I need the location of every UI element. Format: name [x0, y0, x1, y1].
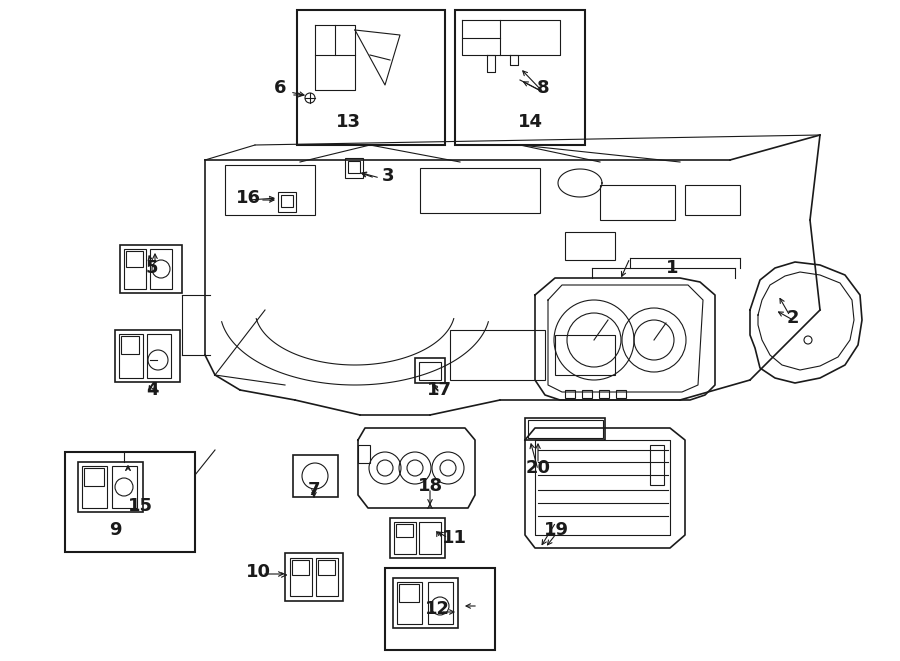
Bar [285, 553, 343, 601]
Bar [78, 462, 143, 512]
Bar [555, 335, 615, 375]
Bar [345, 158, 363, 178]
Bar [297, 10, 445, 145]
Bar [348, 161, 360, 173]
Text: 19: 19 [544, 521, 569, 539]
Text: 6: 6 [274, 79, 286, 97]
Bar [150, 249, 172, 289]
Text: 15: 15 [128, 497, 152, 515]
Bar [119, 334, 143, 378]
Bar [121, 336, 139, 354]
Bar [293, 455, 338, 497]
Bar [281, 195, 293, 207]
Text: 14: 14 [518, 113, 543, 131]
Text: 8: 8 [536, 79, 549, 97]
Bar [115, 330, 180, 382]
Text: 17: 17 [427, 381, 452, 399]
Text: 18: 18 [418, 477, 443, 495]
Bar [599, 390, 609, 398]
Bar [419, 362, 441, 380]
Bar [292, 560, 309, 575]
Bar [318, 560, 335, 575]
Bar [390, 518, 445, 558]
Text: 12: 12 [425, 600, 449, 618]
Bar [65, 452, 195, 552]
Bar [316, 558, 338, 596]
Text: 10: 10 [246, 563, 271, 581]
Bar [112, 466, 137, 508]
Bar [600, 185, 675, 220]
Text: 4: 4 [146, 381, 158, 399]
Bar [616, 390, 626, 398]
Bar [385, 568, 495, 650]
Text: 11: 11 [442, 529, 466, 547]
Bar [399, 584, 419, 602]
Bar [278, 192, 296, 212]
Bar [147, 334, 171, 378]
Bar [455, 10, 585, 145]
Text: 3: 3 [382, 167, 394, 185]
Text: 5: 5 [146, 259, 158, 277]
Bar [685, 185, 740, 215]
Text: 2: 2 [787, 309, 799, 327]
Bar [565, 390, 575, 398]
Bar [126, 251, 143, 267]
Bar [290, 558, 312, 596]
Bar [396, 524, 413, 537]
Bar [650, 445, 664, 485]
Bar [415, 358, 445, 383]
Bar [582, 390, 592, 398]
Text: 9: 9 [109, 521, 122, 539]
Bar [82, 466, 107, 508]
Bar [120, 245, 182, 293]
Bar [419, 522, 441, 554]
Bar [420, 168, 540, 213]
Bar [393, 578, 458, 628]
Text: 16: 16 [236, 189, 260, 207]
Bar [565, 232, 615, 260]
Text: 13: 13 [336, 113, 361, 131]
Bar [397, 582, 422, 624]
Bar [428, 582, 453, 624]
Bar [394, 522, 416, 554]
Text: 7: 7 [308, 481, 320, 499]
Bar [358, 445, 370, 463]
Bar [450, 330, 545, 380]
Bar [124, 249, 146, 289]
Bar [525, 418, 605, 440]
Bar [528, 420, 603, 438]
Bar [225, 165, 315, 215]
Text: 20: 20 [526, 459, 551, 477]
Bar [84, 468, 104, 486]
Text: 1: 1 [666, 259, 679, 277]
